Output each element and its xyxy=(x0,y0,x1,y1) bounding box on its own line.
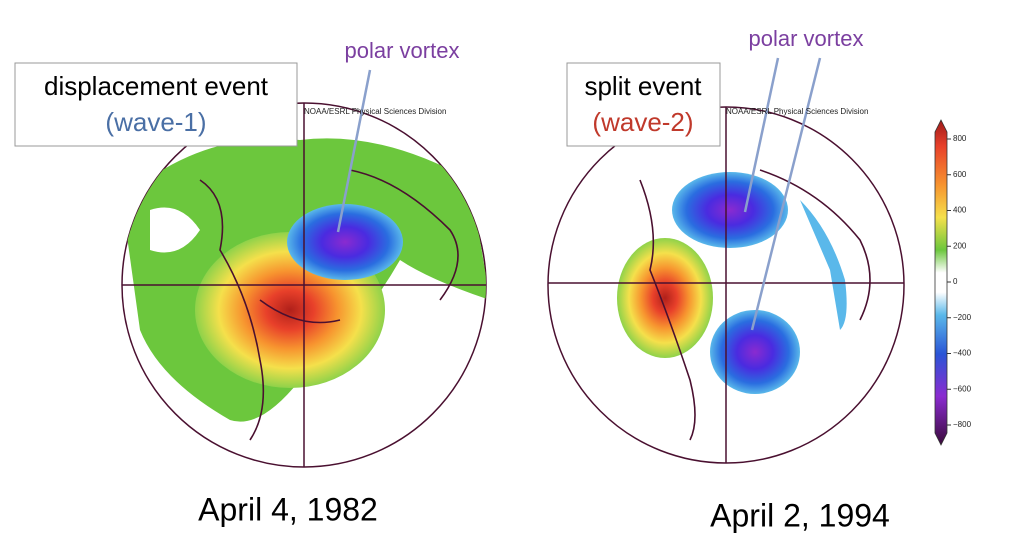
tick-label: −200 xyxy=(953,313,972,322)
panel-subtitle: (wave-2) xyxy=(592,107,693,137)
tick-label: 600 xyxy=(953,170,967,179)
tick-label: 0 xyxy=(953,277,958,286)
panel-subtitle: (wave-1) xyxy=(105,107,206,137)
colorbar xyxy=(934,119,948,446)
date: April 4, 1982 xyxy=(198,491,378,527)
panel-title: split event xyxy=(584,71,702,101)
map-right xyxy=(547,57,905,464)
credit: NOAA/ESRL Physical Sciences Division xyxy=(726,107,868,116)
annotation: polar vortex xyxy=(749,26,864,51)
tick-label: 400 xyxy=(953,206,967,215)
label-box xyxy=(566,62,721,147)
annotation: polar vortex xyxy=(345,38,460,63)
label-box xyxy=(14,62,298,147)
colorbar-ticks: 800 600 400 200 0 −200 −400 −600 −800 xyxy=(947,134,972,429)
tick-label: −600 xyxy=(953,384,972,393)
tick-label: 800 xyxy=(953,134,967,143)
date: April 2, 1994 xyxy=(710,497,890,533)
tick-label: 200 xyxy=(953,241,967,250)
tick-label: −800 xyxy=(953,420,972,429)
panel-title: displacement event xyxy=(44,71,269,101)
credit: NOAA/ESRL Physical Sciences Division xyxy=(304,107,446,116)
tick-label: −400 xyxy=(953,349,972,358)
map-left xyxy=(121,69,487,468)
